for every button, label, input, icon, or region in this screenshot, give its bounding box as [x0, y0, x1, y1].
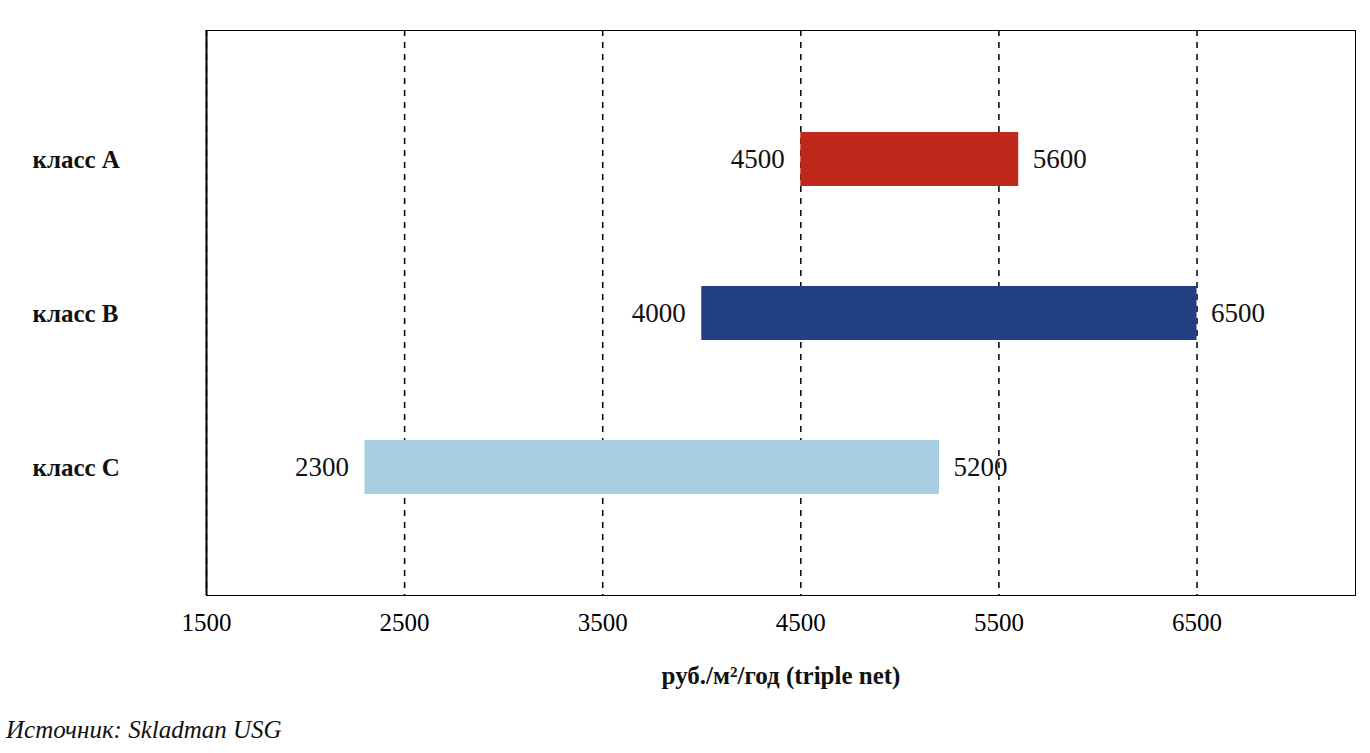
svg-text:5200: 5200	[953, 452, 1007, 482]
svg-text:руб./м²/год (triple net): руб./м²/год (triple net)	[662, 662, 901, 690]
svg-text:3500: 3500	[578, 609, 628, 636]
svg-text:1500: 1500	[182, 609, 232, 636]
svg-text:2300: 2300	[295, 452, 349, 482]
svg-text:5600: 5600	[1033, 144, 1087, 174]
svg-text:класс A: класс A	[33, 146, 120, 173]
svg-text:5500: 5500	[974, 609, 1024, 636]
svg-text:4000: 4000	[632, 298, 686, 328]
svg-text:2500: 2500	[380, 609, 430, 636]
svg-text:класс B: класс B	[33, 300, 119, 327]
html-text:Источник: Skladman USG: Источник: Skladman USG	[6, 716, 282, 743]
svg-text:6500: 6500	[1211, 298, 1265, 328]
svg-text:4500: 4500	[776, 609, 826, 636]
svg-text:6500: 6500	[1172, 609, 1222, 636]
svg-text:класс C: класс C	[33, 454, 120, 481]
svg-text:4500: 4500	[731, 144, 785, 174]
